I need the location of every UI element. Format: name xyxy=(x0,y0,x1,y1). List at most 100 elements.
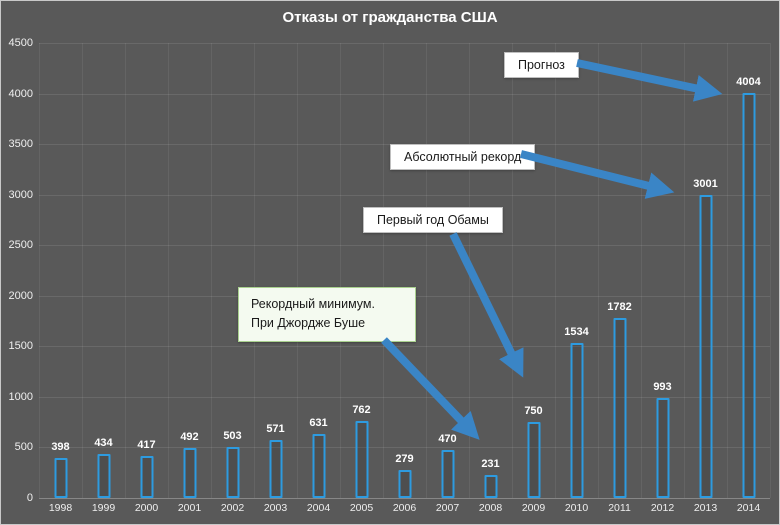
bar-value-2010: 1534 xyxy=(564,326,589,338)
x-tick-label-2005: 2005 xyxy=(349,502,374,514)
chart-title: Отказы от гражданства США xyxy=(282,9,498,26)
x-tick-label-2009: 2009 xyxy=(521,502,546,514)
bar-2014 xyxy=(742,93,755,498)
bar-slot-2006: 279 xyxy=(383,43,426,498)
bar-2012 xyxy=(656,398,669,498)
x-gridline xyxy=(555,43,556,498)
bar-2011 xyxy=(613,318,626,498)
bar-slot-2001: 492 xyxy=(168,43,211,498)
x-gridline xyxy=(770,43,771,498)
x-axis: 1998 1999 2000 2001 2002 2003 2004 2005 2006 2007… xyxy=(39,502,770,518)
annotation-obama-first-year: Первый год Обамы xyxy=(363,207,503,233)
y-tick-label: 0 xyxy=(26,492,33,504)
annotation-absolute-record-label: Абсолютный рекорд xyxy=(404,150,522,164)
x-tick-label-2001: 2001 xyxy=(177,502,202,514)
y-tick-label: 1500 xyxy=(8,340,33,353)
bar-value-2008: 231 xyxy=(481,458,500,470)
bar-slot-2002: 503 xyxy=(211,43,254,498)
x-tick-label-2012: 2012 xyxy=(650,502,675,514)
bar-value-1999: 434 xyxy=(94,437,113,449)
bar-slot-2005: 762 xyxy=(340,43,383,498)
bar-2002 xyxy=(226,447,239,498)
x-gridline xyxy=(641,43,642,498)
annotation-record-minimum: Рекордный минимум. При Джордже Буше xyxy=(238,287,416,342)
y-tick-label: 2500 xyxy=(8,239,33,252)
bar-2003 xyxy=(269,440,282,498)
x-gridline xyxy=(297,43,298,498)
bar-slot-2000: 417 xyxy=(125,43,168,498)
bar-2004 xyxy=(312,434,325,498)
bar-slot-2013: 3001 xyxy=(684,43,727,498)
bar-value-2003: 571 xyxy=(266,423,285,435)
x-gridline xyxy=(340,43,341,498)
bar-slot-2014: 4004 xyxy=(727,43,770,498)
annotation-forecast: Прогноз xyxy=(504,52,579,78)
x-tick-label-2000: 2000 xyxy=(134,502,159,514)
y-tick-label: 4500 xyxy=(8,37,33,49)
bar-value-2004: 631 xyxy=(309,417,328,429)
bar-1998 xyxy=(54,458,67,498)
bar-value-2012: 993 xyxy=(653,381,672,393)
bar-value-2013: 3001 xyxy=(693,178,718,190)
bar-value-2014: 4004 xyxy=(736,76,761,88)
plot-area: 398 434 417 492 503 571 631 762 279 470 231 750 1534… xyxy=(39,43,771,499)
bar-2008 xyxy=(484,475,497,498)
annotation-forecast-label: Прогноз xyxy=(518,58,565,72)
x-tick-label-2006: 2006 xyxy=(392,502,417,514)
annotation-record-minimum-line1: Рекордный минимум. xyxy=(251,297,375,311)
annotation-record-minimum-line2: При Джордже Буше xyxy=(251,316,366,331)
bar-2009 xyxy=(527,422,540,498)
y-gridline xyxy=(39,43,770,44)
bar-value-2002: 503 xyxy=(223,430,242,442)
bar-slot-2008: 231 xyxy=(469,43,512,498)
x-gridline xyxy=(727,43,728,498)
x-tick-label-2010: 2010 xyxy=(564,502,589,514)
bar-value-2011: 1782 xyxy=(607,301,632,313)
x-tick-label-2002: 2002 xyxy=(220,502,245,514)
x-gridline xyxy=(125,43,126,498)
x-gridline xyxy=(39,43,40,498)
y-axis: 0 500 1000 1500 2000 2500 3000 3500 4000 4500 xyxy=(1,37,35,504)
bar-slot-2011: 1782 xyxy=(598,43,641,498)
bar-1999 xyxy=(97,454,110,498)
x-gridline xyxy=(426,43,427,498)
x-gridline xyxy=(598,43,599,498)
bar-2006 xyxy=(398,470,411,498)
y-gridline xyxy=(39,498,770,499)
x-tick-label-1999: 1999 xyxy=(91,502,116,514)
x-tick-label-2011: 2011 xyxy=(608,502,631,514)
bar-2010 xyxy=(570,343,583,498)
bar-slot-1999: 434 xyxy=(82,43,125,498)
bar-value-1998: 398 xyxy=(51,441,70,453)
bar-2001 xyxy=(183,448,196,498)
y-tick-label: 1000 xyxy=(8,390,33,403)
y-gridline xyxy=(39,93,770,95)
annotation-obama-first-year-label: Первый год Обамы xyxy=(377,213,489,227)
bar-2013 xyxy=(699,195,712,498)
y-tick-label: 3000 xyxy=(8,188,33,201)
bar-value-2009: 750 xyxy=(524,405,543,417)
bar-2007 xyxy=(441,450,454,498)
bar-slot-2004: 631 xyxy=(297,43,340,498)
bar-value-2001: 492 xyxy=(180,431,199,443)
x-gridline xyxy=(168,43,169,498)
y-tick-label: 3500 xyxy=(8,138,33,151)
y-gridline xyxy=(39,194,770,196)
y-tick-label: 2000 xyxy=(8,289,33,302)
bar-value-2006: 279 xyxy=(395,453,414,465)
bar-slot-2010: 1534 xyxy=(555,43,598,498)
x-tick-label-2004: 2004 xyxy=(306,502,331,514)
x-gridline xyxy=(211,43,212,498)
bar-slot-2009: 750 xyxy=(512,43,555,498)
x-gridline xyxy=(684,43,685,498)
bar-2005 xyxy=(355,421,368,498)
x-tick-label-2014: 2014 xyxy=(736,502,761,514)
y-gridline xyxy=(39,245,770,247)
x-gridline xyxy=(254,43,255,498)
annotation-absolute-record: Абсолютный рекорд xyxy=(390,144,536,170)
x-tick-label-2008: 2008 xyxy=(478,502,503,514)
bar-slot-2007: 470 xyxy=(426,43,469,498)
x-tick-label-2003: 2003 xyxy=(263,502,288,514)
x-gridline xyxy=(383,43,384,498)
